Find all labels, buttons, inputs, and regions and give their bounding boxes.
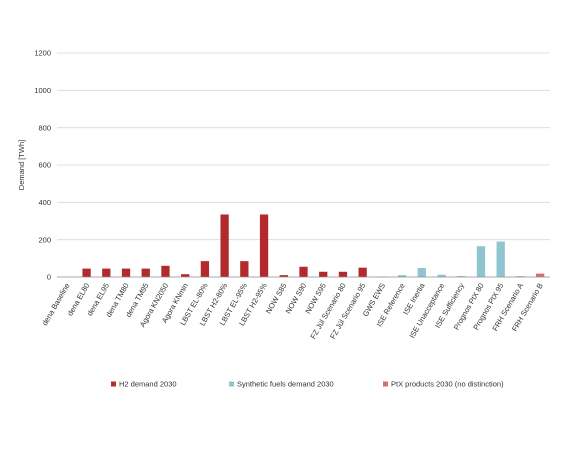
bar (102, 268, 111, 277)
y-tick-label: 800 (38, 123, 51, 132)
y-tick-label: 1200 (34, 49, 51, 58)
legend-swatch (383, 381, 388, 387)
legend-swatch (229, 381, 234, 387)
bar (259, 214, 269, 277)
legend-swatch (111, 381, 116, 387)
bar (220, 214, 229, 277)
y-tick-label: 0 (47, 273, 51, 282)
bar (437, 274, 446, 277)
legend-entry: Synthetic fuels demand 2030 (237, 380, 334, 389)
bar (279, 275, 288, 277)
bar (82, 268, 91, 277)
bar (299, 266, 308, 277)
legend-entry: H2 demand 2030 (119, 380, 177, 389)
bars (82, 214, 545, 278)
y-axis-label: Demand [TWh] (17, 140, 26, 190)
bar (181, 274, 190, 277)
y-tick-label: 1000 (34, 86, 51, 95)
bar (121, 268, 131, 277)
bar (496, 241, 505, 277)
y-tick-label: 600 (38, 161, 51, 170)
bar (319, 271, 328, 277)
bar (161, 265, 170, 277)
bar (476, 246, 486, 277)
x-tick-label: dena Baseline (40, 282, 72, 328)
bar (358, 267, 367, 277)
bar (417, 268, 426, 277)
bar (397, 275, 407, 277)
y-tick-label: 400 (38, 198, 51, 207)
bar (535, 273, 545, 277)
bar (200, 261, 210, 277)
bar (141, 268, 150, 277)
legend: H2 demand 2030 Synthetic fuels demand 203… (111, 380, 504, 389)
y-tick-label: 200 (38, 235, 51, 244)
legend-entry: PtX products 2030 (no distinction) (391, 380, 504, 389)
bar (457, 276, 466, 277)
gridlines (57, 52, 550, 241)
y-axis-ticks: 0 200 400 600 800 1000 1200 (34, 49, 51, 282)
bar (240, 261, 249, 277)
bar (338, 271, 348, 277)
